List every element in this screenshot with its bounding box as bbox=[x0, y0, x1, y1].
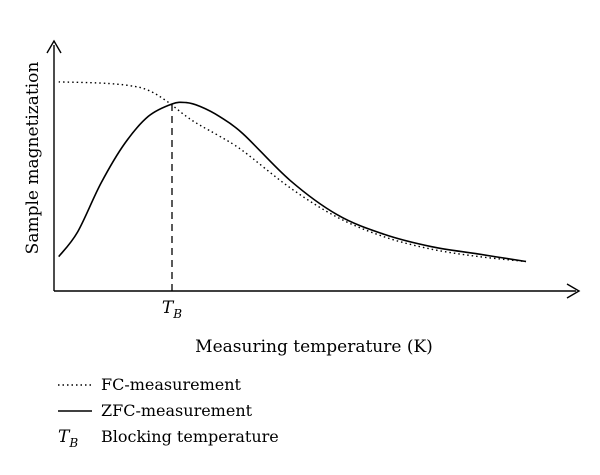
legend-tb-label: Blocking temperature bbox=[101, 427, 279, 446]
y-axis-label: Sample magnetization bbox=[23, 62, 43, 255]
legend-zfc-label: ZFC-measurement bbox=[101, 401, 253, 420]
y-axis-arrowhead bbox=[46, 39, 62, 54]
legend-tb-symbol-main: T bbox=[58, 427, 71, 447]
legend-tb-symbol: TB bbox=[58, 427, 78, 450]
series-layer bbox=[58, 81, 527, 263]
x-axis-arrowhead bbox=[566, 283, 581, 299]
tb-tick-symbol: T bbox=[162, 298, 175, 318]
legend-tb-symbol-sub: B bbox=[68, 436, 78, 450]
legend-fc-label: FC-measurement bbox=[101, 375, 242, 394]
legend: FC-measurement ZFC-measurement TB Blocki… bbox=[58, 375, 279, 450]
tb-tick-subscript: B bbox=[172, 307, 182, 321]
tb-tick-label: TB bbox=[162, 298, 182, 321]
series-zfc-measurement-line bbox=[58, 101, 527, 263]
x-axis-label: Measuring temperature (K) bbox=[195, 337, 433, 357]
series-fc-measurement-line bbox=[58, 81, 527, 263]
axes bbox=[46, 39, 581, 299]
